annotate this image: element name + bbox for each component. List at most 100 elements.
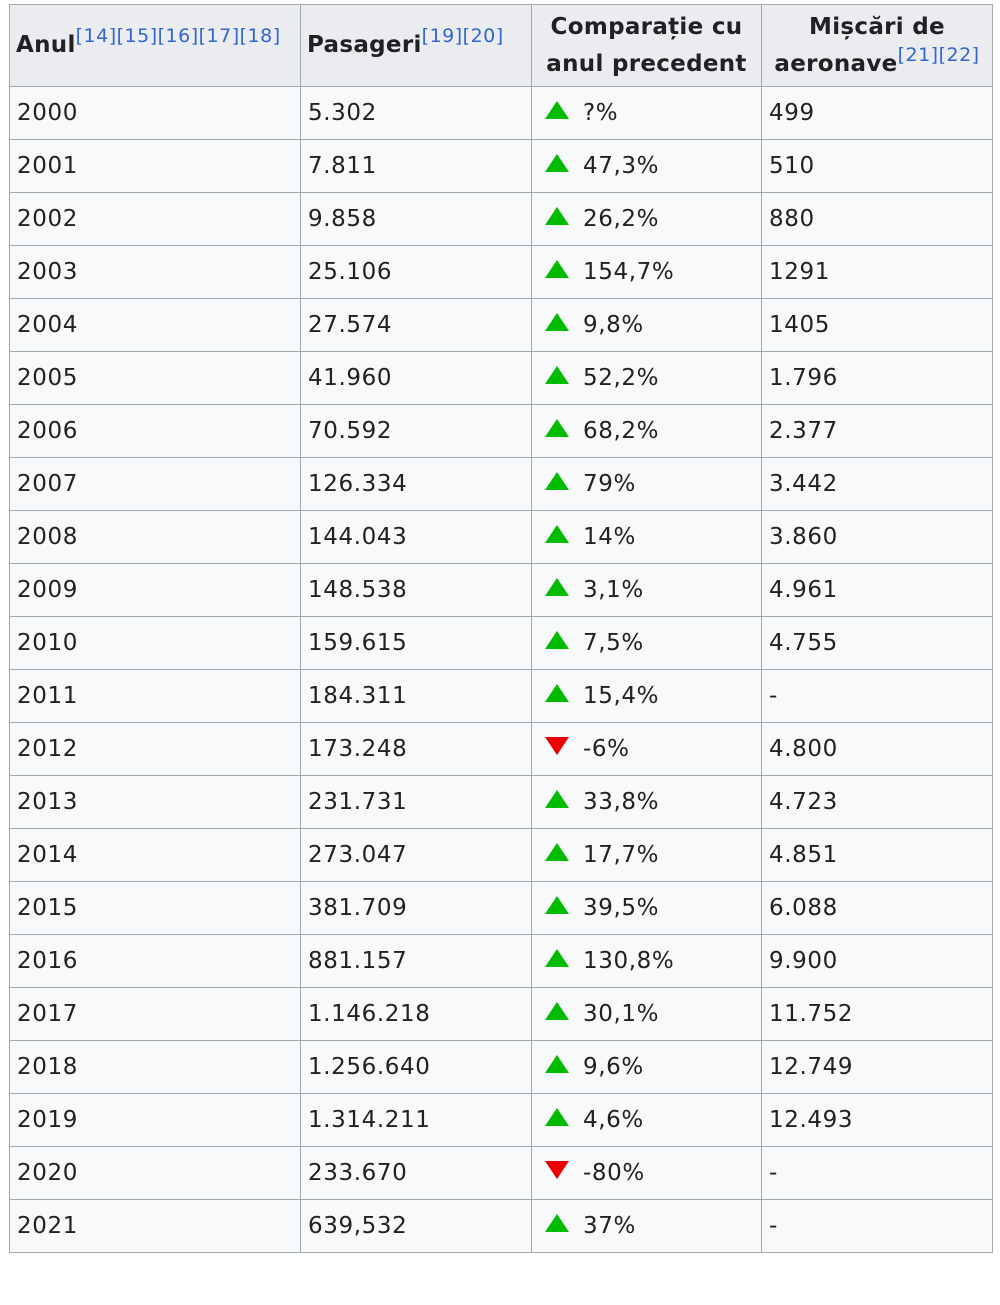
passengers-cell: 381.709 — [300, 881, 532, 935]
year-cell: 2017 — [9, 987, 301, 1041]
year-cell: 2021 — [9, 1199, 301, 1253]
movements-cell: 4.755 — [761, 616, 993, 670]
increase-triangle-icon — [545, 949, 569, 967]
table-row: 2000 5.302?% 499 — [9, 86, 993, 140]
table-row: 2013 231.731 33,8% 4.723 — [9, 775, 993, 829]
passengers-cell: 159.615 — [300, 616, 532, 670]
header-comparison: Comparație cu anul precedent — [531, 4, 762, 87]
table-row: 2003 25.106 154,7% 1291 — [9, 245, 993, 299]
movements-cell: 1291 — [761, 245, 993, 299]
increase-triangle-icon — [545, 790, 569, 808]
passengers-cell: 881.157 — [300, 934, 532, 988]
change-cell: -80% — [531, 1146, 762, 1200]
change-cell: 154,7% — [531, 245, 762, 299]
table-row: 2021 639,532 37% - — [9, 1199, 993, 1253]
year-cell: 2007 — [9, 457, 301, 511]
table-row: 2011 184.311 15,4% - — [9, 669, 993, 723]
movements-cell: 12.493 — [761, 1093, 993, 1147]
change-cell: 52,2% — [531, 351, 762, 405]
year-cell: 2006 — [9, 404, 301, 458]
table-body: 2000 5.302?% 499 2001 7.811 47,3% 510 2002 9.858… — [9, 86, 993, 1253]
movements-cell: 1405 — [761, 298, 993, 352]
movements-cell: 4.961 — [761, 563, 993, 617]
change-cell: 3,1% — [531, 563, 762, 617]
header-row: Anul[14][15][16][17][18] Pasageri[19][20… — [9, 4, 993, 87]
year-cell: 2004 — [9, 298, 301, 352]
table-row: 2007 126.334 79% 3.442 — [9, 457, 993, 511]
header-passengers: Pasageri[19][20] — [300, 4, 532, 87]
increase-triangle-icon — [545, 1055, 569, 1073]
change-cell: 26,2% — [531, 192, 762, 246]
table-row: 2002 9.858 26,2% 880 — [9, 192, 993, 246]
increase-triangle-icon — [545, 472, 569, 490]
increase-triangle-icon — [545, 207, 569, 225]
header-movements: Mișcări de aeronave[21][22] — [761, 4, 993, 87]
passengers-cell: 173.248 — [300, 722, 532, 776]
movements-cell: 1.796 — [761, 351, 993, 405]
movements-cell: 510 — [761, 139, 993, 193]
movements-cell: 499 — [761, 86, 993, 140]
header-passengers-label: Pasageri — [307, 32, 422, 58]
passengers-cell: 9.858 — [300, 192, 532, 246]
change-cell: 30,1% — [531, 987, 762, 1041]
table-row: 2005 41.960 52,2% 1.796 — [9, 351, 993, 405]
table-row: 2020 233.670 -80% - — [9, 1146, 993, 1200]
change-value: 39,5% — [583, 895, 660, 921]
header-year-refs[interactable]: [14][15][16][17][18] — [75, 25, 281, 47]
header-movements-refs[interactable]: [21][22] — [897, 43, 980, 66]
header-passengers-refs[interactable]: [19][20] — [421, 25, 504, 47]
increase-triangle-icon — [545, 1214, 569, 1232]
increase-triangle-icon — [545, 154, 569, 172]
year-cell: 2016 — [9, 934, 301, 988]
change-value: 14% — [583, 524, 636, 550]
table-row: 2001 7.811 47,3% 510 — [9, 139, 993, 193]
passengers-cell: 273.047 — [300, 828, 532, 882]
movements-cell: 880 — [761, 192, 993, 246]
change-value: 17,7% — [583, 842, 660, 868]
passengers-cell: 231.731 — [300, 775, 532, 829]
year-cell: 2014 — [9, 828, 301, 882]
passengers-cell: 7.811 — [300, 139, 532, 193]
year-cell: 2011 — [9, 669, 301, 723]
table-row: 2008 144.043 14% 3.860 — [9, 510, 993, 564]
change-value: 9,8% — [583, 312, 644, 338]
increase-triangle-icon — [545, 101, 569, 119]
movements-cell: 12.749 — [761, 1040, 993, 1094]
passengers-cell: 27.574 — [300, 298, 532, 352]
change-value: -80% — [583, 1160, 645, 1186]
increase-triangle-icon — [545, 313, 569, 331]
change-value: 79% — [583, 471, 636, 497]
passengers-cell: 144.043 — [300, 510, 532, 564]
table-row: 2018 1.256.640 9,6% 12.749 — [9, 1040, 993, 1094]
change-cell: 68,2% — [531, 404, 762, 458]
movements-cell: 4.800 — [761, 722, 993, 776]
change-cell: 4,6% — [531, 1093, 762, 1147]
traffic-table: Anul[14][15][16][17][18] Pasageri[19][20… — [9, 4, 993, 1253]
increase-triangle-icon — [545, 843, 569, 861]
change-value: 52,2% — [583, 365, 660, 391]
change-value: 154,7% — [583, 259, 675, 285]
change-cell: 33,8% — [531, 775, 762, 829]
header-comparison-line1: Comparație cu — [550, 13, 743, 40]
change-value: 4,6% — [583, 1107, 644, 1133]
passengers-cell: 126.334 — [300, 457, 532, 511]
header-year-label: Anul — [16, 32, 76, 58]
year-cell: 2018 — [9, 1040, 301, 1094]
increase-triangle-icon — [545, 631, 569, 649]
year-cell: 2008 — [9, 510, 301, 564]
change-cell: 39,5% — [531, 881, 762, 935]
passengers-cell: 233.670 — [300, 1146, 532, 1200]
year-cell: 2005 — [9, 351, 301, 405]
year-cell: 2020 — [9, 1146, 301, 1200]
change-cell: 47,3% — [531, 139, 762, 193]
table-row: 2016 881.157 130,8% 9.900 — [9, 934, 993, 988]
increase-triangle-icon — [545, 1002, 569, 1020]
change-value: -6% — [583, 736, 630, 762]
passengers-cell: 70.592 — [300, 404, 532, 458]
year-cell: 2019 — [9, 1093, 301, 1147]
movements-cell: 9.900 — [761, 934, 993, 988]
year-cell: 2002 — [9, 192, 301, 246]
passengers-cell: 184.311 — [300, 669, 532, 723]
change-value: 68,2% — [583, 418, 660, 444]
passengers-cell: 639,532 — [300, 1199, 532, 1253]
